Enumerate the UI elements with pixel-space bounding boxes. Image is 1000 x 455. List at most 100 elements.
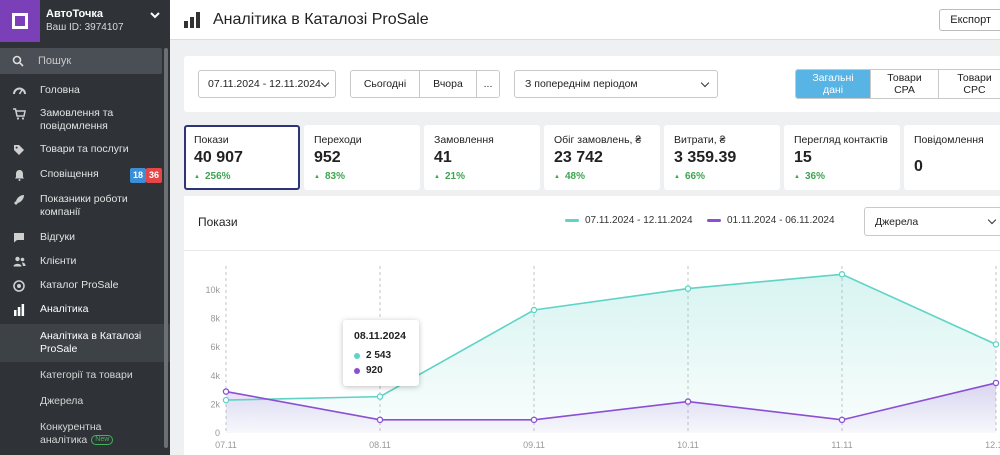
source-select[interactable]: Джерела (864, 207, 1000, 236)
sidebar-scrollbar[interactable] (164, 48, 168, 448)
metric-change-value: 21% (444, 171, 465, 182)
x-tick-label: 09.11 (523, 440, 545, 450)
sidebar-item-performance[interactable]: Показники роботи компанії (0, 189, 170, 223)
arrow-up-icon: ▲ (314, 173, 320, 180)
target-icon (12, 279, 26, 292)
metric-change: ▲ 36% (794, 171, 900, 182)
tooltip-row-current: 2 543 (354, 350, 419, 361)
company-name: АвтоТочка (46, 8, 104, 20)
sidebar-subitem-competitive[interactable]: Конкурентна аналітика New (0, 417, 120, 451)
chart-tooltip: 08.11.2024 2 543 920 (343, 320, 419, 386)
export-button[interactable]: Експорт (939, 9, 1000, 31)
series-line (225, 382, 997, 421)
source-select-value: Джерела (875, 215, 919, 228)
metric-value: 41 (434, 149, 452, 166)
y-tick-label: 0 (215, 428, 220, 438)
sidebar-item-label: Аналітика (40, 303, 89, 315)
metric-change-value: 48% (564, 171, 585, 182)
impressions-chart[interactable]: 0 2k 4k 6k 8k 10k 07.11 08.11 09.11 10.11 11.11 12.… (184, 196, 1000, 455)
metric-card-impressions[interactable]: Покази 40 907 ▲ 256% (184, 125, 300, 190)
sidebar-item-analytics[interactable]: Аналітика (0, 299, 170, 320)
metric-card-orders[interactable]: Замовлення 41 ▲ 21% (424, 125, 540, 190)
sidebar-item-orders[interactable]: Замовлення та повідомлення (0, 103, 170, 137)
tab-cpc-products[interactable]: Товари CPC (939, 70, 1000, 98)
metric-card-turnover[interactable]: Обіг замовлень, ₴ 23 742 ▲ 48% (544, 125, 660, 190)
yesterday-button[interactable]: Вчора (420, 71, 477, 97)
metric-change-value: 36% (804, 171, 825, 182)
chart-title: Покази (198, 215, 238, 229)
legend-current[interactable]: 07.11.2024 - 12.11.2024 (565, 215, 693, 226)
legend-label: 01.11.2024 - 06.11.2024 (727, 215, 835, 226)
x-tick-label: 10.11 (677, 440, 699, 450)
data-tabs: Загальні дані Товари CPA Товари CPC (795, 69, 1000, 99)
today-button[interactable]: Сьогодні (351, 71, 420, 97)
metric-card-contact-views[interactable]: Перегляд контактів 15 ▲ 36% (784, 125, 900, 190)
metric-label: Переходи (314, 134, 362, 146)
search-input[interactable] (38, 55, 148, 67)
sidebar-item-label: Каталог ProSale (40, 279, 119, 291)
series-line (225, 273, 997, 401)
sidebar-item-clients[interactable]: Клієнти (0, 251, 170, 272)
bar-chart-icon (12, 303, 26, 316)
metric-value: 40 907 (194, 149, 243, 166)
tooltip-dot (354, 352, 360, 359)
company-switcher[interactable]: АвтоТочка Ваш ID: 3974107 (0, 0, 170, 42)
sidebar-item-catalog[interactable]: Каталог ProSale (0, 275, 170, 296)
metric-label: Перегляд контактів (794, 134, 888, 146)
sidebar-item-label: Товари та послуги (40, 143, 129, 155)
date-range-value: 07.11.2024 - 12.11.2024 (208, 78, 321, 90)
comment-icon (12, 231, 26, 244)
tooltip-value: 2 543 (366, 350, 392, 361)
metric-change: ▲ 21% (434, 171, 540, 182)
metric-card-clicks[interactable]: Переходи 952 ▲ 83% (304, 125, 420, 190)
date-range-select[interactable]: 07.11.2024 - 12.11.2024 (198, 70, 336, 98)
metric-value: 23 742 (554, 149, 603, 166)
legend-swatch (707, 219, 721, 222)
arrow-up-icon: ▲ (434, 173, 440, 180)
sidebar-item-label: Замовлення та повідомлення (40, 107, 114, 132)
sidebar-subitem-sources[interactable]: Джерела (40, 395, 84, 407)
users-icon (12, 255, 26, 268)
metric-label: Замовлення (434, 134, 494, 146)
legend-previous[interactable]: 01.11.2024 - 06.11.2024 (707, 215, 835, 226)
legend-label: 07.11.2024 - 12.11.2024 (585, 215, 693, 226)
analytics-bar-icon (184, 11, 204, 28)
sidebar-item-label: Конкурентна аналітика (40, 421, 102, 446)
data-point (992, 341, 1000, 348)
metric-card-messages[interactable]: Повідомлення 0 (904, 125, 1000, 190)
sidebar-item-notifications[interactable]: Сповіщення 18 36 (0, 164, 170, 185)
cart-icon (12, 107, 26, 120)
page-title: Аналітика в Каталозі ProSale (213, 10, 429, 28)
metric-card-expenses[interactable]: Витрати, ₴ 3 359.39 ▲ 66% (664, 125, 780, 190)
compare-period-select[interactable]: З попереднім періодом (514, 70, 718, 98)
x-tick-label: 08.11 (369, 440, 391, 450)
sidebar-subitem-catalog-analytics[interactable]: Аналітика в Каталозі ProSale (0, 324, 170, 362)
y-tick-label: 10k (205, 285, 220, 295)
chevron-down-icon[interactable] (150, 12, 160, 20)
y-tick-label: 4k (210, 371, 220, 381)
sidebar-item-products[interactable]: Товари та послуги (0, 139, 170, 160)
divider (184, 250, 1000, 251)
sidebar-subitem-categories[interactable]: Категорії та товари (40, 369, 133, 381)
bell-icon (12, 168, 26, 181)
sidebar-item-label: Головна (40, 84, 80, 96)
metric-change-value: 66% (684, 171, 705, 182)
x-tick-label: 12.11 (985, 440, 1000, 450)
data-point (222, 388, 230, 395)
chevron-down-icon (320, 78, 330, 88)
data-point (684, 285, 692, 292)
search-icon (12, 55, 24, 67)
filter-bar: 07.11.2024 - 12.11.2024 Сьогодні Вчора .… (184, 56, 1000, 112)
tab-cpa-products[interactable]: Товари CPA (871, 70, 939, 98)
sidebar-item-home[interactable]: Головна (0, 80, 170, 101)
more-periods-button[interactable]: ... (477, 71, 499, 97)
dashboard-icon (12, 84, 26, 97)
search-box[interactable] (0, 48, 162, 74)
y-tick-label: 6k (210, 342, 220, 352)
sidebar-nav: Головна Замовлення та повідомлення Товар… (0, 80, 170, 451)
data-point (376, 416, 384, 424)
sidebar-item-reviews[interactable]: Відгуки (0, 227, 170, 248)
metric-value: 3 359.39 (674, 149, 737, 166)
tooltip-value: 920 (366, 365, 383, 376)
tab-general[interactable]: Загальні дані (796, 70, 871, 98)
